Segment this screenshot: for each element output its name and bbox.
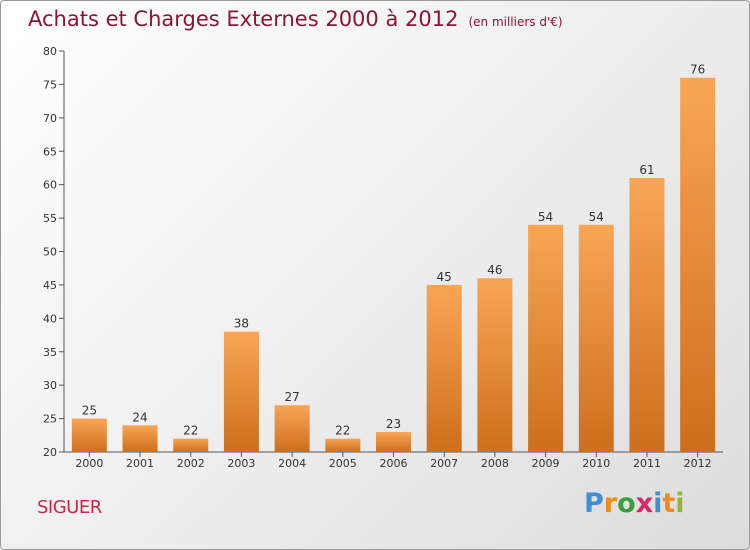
bar-value-label: 54 [589,210,604,224]
brand-letter: r [603,488,618,519]
x-tick-label: 2001 [126,457,154,470]
brand-letter: o [617,488,636,519]
chart-title: Achats et Charges Externes 2000 à 2012 (e… [28,7,563,31]
bar-2001 [122,425,158,452]
y-tick-label: 80 [43,45,57,58]
bar-value-label: 23 [386,417,401,431]
y-tick-label: 65 [43,145,57,158]
chart-bars: 25 24 22 38 27 22 23 45 46 54 54 61 76 [71,63,716,452]
y-tick-label: 75 [43,78,57,91]
x-tick-label: 2011 [633,457,661,470]
brand-letter: t [662,488,676,519]
y-tick-label: 35 [43,346,57,359]
x-tick-label: 2012 [684,457,712,470]
y-tick-label: 45 [43,279,57,292]
x-tick-label: 2009 [532,457,560,470]
y-tick-label: 30 [43,379,57,392]
bar-2010 [578,224,614,452]
bar-2007 [426,284,462,452]
brand-logo[interactable]: Proxiti [584,488,685,519]
y-tick-label: 20 [43,446,57,459]
commune-name: SIGUER [37,497,102,518]
bar-value-label: 25 [82,404,97,418]
y-tick-label: 60 [43,179,57,192]
bar-value-label: 22 [335,424,350,438]
bar-2002 [173,438,209,452]
y-tick-label: 40 [43,312,57,325]
bar-2006 [376,431,411,452]
x-tick-label: 2000 [75,457,103,470]
bar-value-label: 46 [487,263,502,277]
bar-2004 [274,405,310,452]
y-tick-label: 70 [43,112,57,125]
y-tick-label: 50 [43,246,57,259]
bar-value-label: 45 [437,270,452,284]
bar-2009 [528,224,564,452]
bar-value-label: 76 [690,63,705,77]
x-tick-label: 2003 [227,457,255,470]
bar-2011 [629,177,665,452]
y-tick-label: 25 [43,413,57,426]
bar-2000 [71,418,107,452]
x-tick-label: 2005 [329,457,357,470]
bar-value-label: 61 [639,163,654,177]
x-tick-label: 2006 [380,457,408,470]
bar-2003 [223,331,259,452]
brand-letter: P [584,488,604,519]
x-tick-label: 2004 [278,457,306,470]
brand-letter: i [675,488,685,519]
bar-2012 [680,77,716,452]
bar-2008 [477,278,513,452]
chart-axes: 20 25 30 35 40 45 50 55 60 65 70 75 80 2000 2001 2002 20… [43,45,723,470]
bar-value-label: 38 [234,317,249,331]
bar-value-label: 22 [183,424,198,438]
chart-title-text: Achats et Charges Externes 2000 à 2012 [28,7,459,31]
x-tick-label: 2007 [430,457,458,470]
bar-value-label: 54 [538,210,553,224]
brand-letter: i [653,488,663,519]
y-tick-label: 55 [43,212,57,225]
x-tick-label: 2002 [177,457,205,470]
brand-letter: x [635,488,654,519]
x-tick-label: 2010 [582,457,610,470]
bar-value-label: 24 [132,410,147,424]
bar-value-label: 27 [284,390,299,404]
bar-2005 [325,438,361,452]
x-tick-label: 2008 [481,457,509,470]
chart-subtitle: (en milliers d'€) [468,15,563,29]
